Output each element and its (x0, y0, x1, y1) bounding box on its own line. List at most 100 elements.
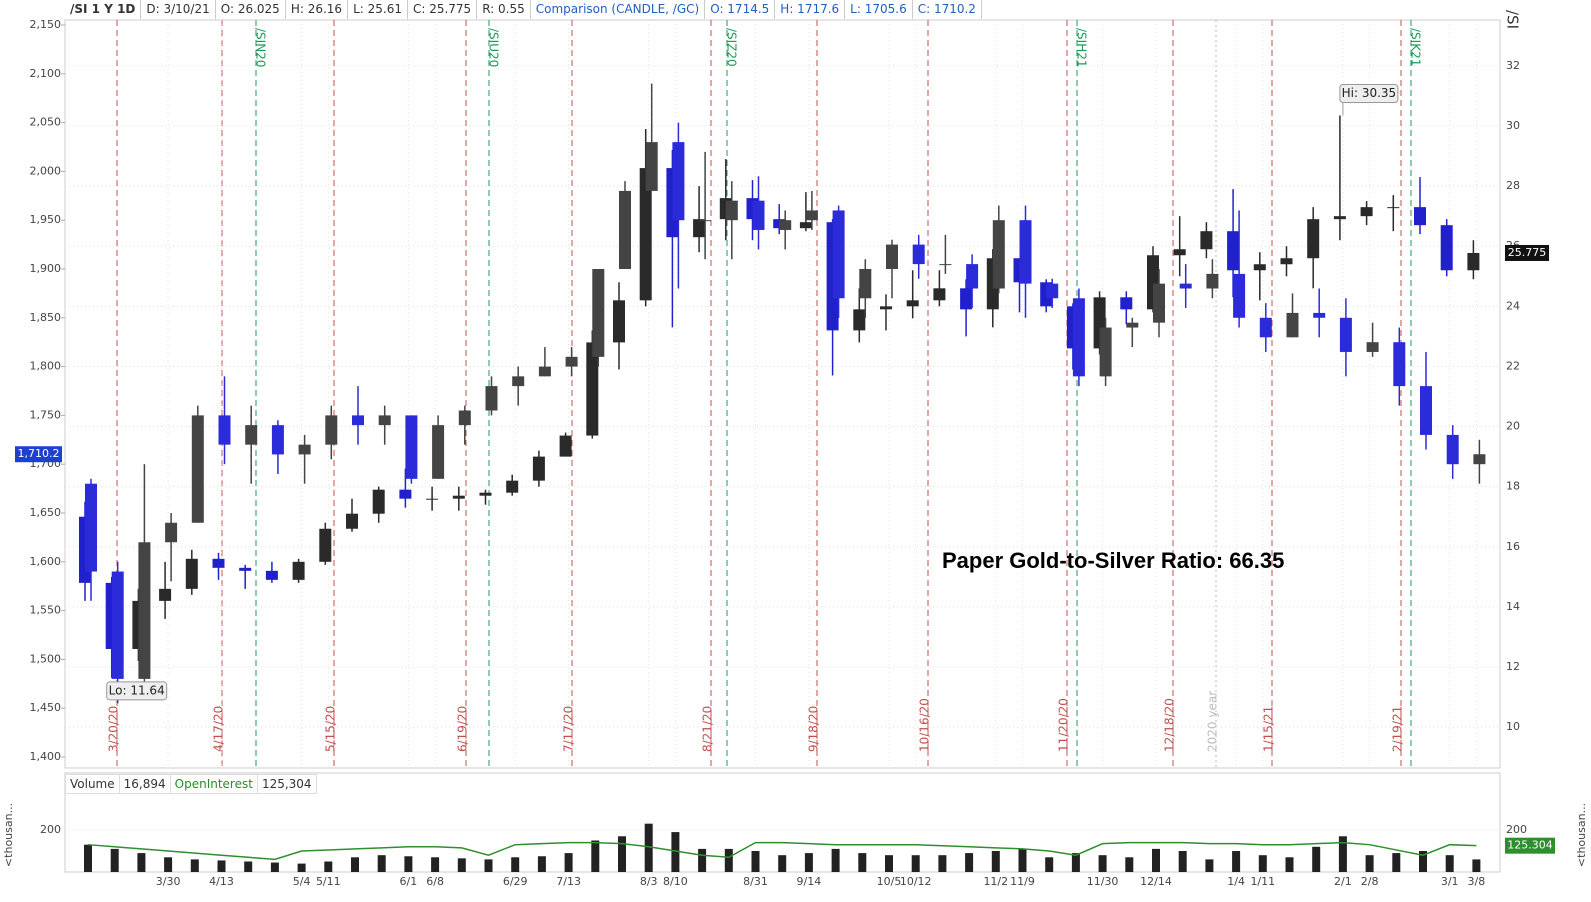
y-tick-label: 1,800 (30, 360, 62, 373)
y2-tick-label: 20 (1506, 420, 1520, 433)
marker-label: /SIH21 (1075, 28, 1089, 68)
candle-body (906, 300, 919, 307)
x-tick-label: 2/8 (1361, 875, 1379, 888)
candle-body (1206, 273, 1219, 289)
x-tick-label: 6/29 (503, 875, 528, 888)
volume-bar (1312, 846, 1321, 872)
y2-tick-label: 12 (1506, 660, 1520, 673)
y-tick-label: 1,650 (30, 506, 62, 519)
candle-body (159, 588, 172, 601)
x-tick-label: 11/9 (1010, 875, 1035, 888)
candle-body (832, 210, 845, 299)
volume-bar (591, 840, 600, 872)
volume-bar (404, 856, 413, 872)
candle-body (1072, 298, 1085, 377)
x-tick-label: 8/3 (640, 875, 658, 888)
grid (61, 20, 1500, 831)
marker-label: 8/21/20 (701, 706, 715, 752)
candle-body (752, 200, 765, 230)
volume-bar (724, 848, 733, 872)
x-tick-label: 1/4 (1227, 875, 1245, 888)
volume-bar (938, 855, 947, 872)
candle-body (645, 142, 658, 191)
volume-bar (244, 861, 253, 872)
x-tick-label: 11/2 (983, 875, 1008, 888)
candle-body (1313, 312, 1326, 318)
candle-body (1153, 283, 1165, 323)
candle-body (859, 268, 872, 299)
marker-label: 1/15/21 (1262, 706, 1276, 752)
volume-bar (1419, 850, 1427, 872)
x-tick-label: 2/1 (1334, 875, 1352, 888)
candle-body (1446, 434, 1459, 465)
y-tick-label: 1,450 (30, 701, 62, 714)
volume-bar (858, 853, 867, 872)
volume-bar (1338, 836, 1347, 872)
candle-body (853, 309, 866, 331)
hi-box (1339, 83, 1399, 103)
x-tick-label: 3/1 (1441, 875, 1459, 888)
candle-body (239, 567, 252, 571)
y-tick-label: 2,050 (30, 116, 62, 129)
candle-body (699, 220, 712, 222)
candle-body (1387, 207, 1400, 209)
marker-label: 12/18/20 (1163, 698, 1177, 752)
marks (79, 83, 1486, 872)
candle-body (512, 376, 525, 387)
candle-body (1200, 231, 1213, 250)
header-item: H: 26.16 (286, 0, 349, 19)
volume-ylabel-right: <thousan... (1575, 803, 1588, 867)
y2-tick-label: 22 (1506, 359, 1520, 372)
oi-name[interactable]: OpenInterest (170, 774, 258, 794)
x-tick-label: 3/8 (1468, 875, 1486, 888)
candle-body (619, 190, 631, 269)
corner-icon[interactable]: /SI (1504, 10, 1522, 29)
candle-body (1420, 386, 1432, 435)
x-tick-label: 5/11 (316, 875, 341, 888)
candle-body (378, 415, 391, 426)
oi-line (87, 841, 1477, 861)
y-tick-label: 1,400 (30, 750, 62, 763)
candle-body (1473, 454, 1486, 465)
y2-tick-label: 10 (1506, 720, 1520, 733)
y2-tick-label: 24 (1506, 299, 1520, 312)
volume-bar (1285, 857, 1294, 872)
candle-body (165, 522, 178, 543)
candle-body (1366, 342, 1379, 352)
y-tick-label: 1,550 (30, 604, 62, 617)
marker-label: 11/20/20 (1057, 698, 1071, 752)
candle-body (779, 220, 792, 230)
x-tick-label: 10/5 (877, 875, 902, 888)
candle-body (1099, 327, 1112, 377)
candle-body (966, 264, 979, 289)
volume-bar (671, 832, 680, 872)
candle-body (1173, 249, 1186, 256)
volume-bar (1018, 848, 1027, 872)
volume-bar (1205, 859, 1214, 872)
volume-bar (351, 857, 359, 872)
marker-label: 3/20/20 (107, 706, 121, 752)
marker-label: 7/17/20 (562, 706, 576, 752)
y-tick-label: 1,750 (30, 408, 62, 421)
candle-body (939, 264, 952, 266)
symbol[interactable]: /SI 1 Y 1D (65, 0, 142, 19)
last-price-tag (15, 446, 62, 463)
labels: 1,4001,4501,5001,5501,6001,6501,7001,750… (15, 18, 1555, 888)
candle-body (960, 288, 973, 310)
candle-body (1046, 283, 1059, 299)
comparison[interactable]: Comparison (CANDLE, /GC) (531, 0, 706, 19)
candle-body (912, 244, 925, 265)
volume-bar (751, 850, 760, 872)
volume-name[interactable]: Volume (65, 774, 120, 794)
plot-frame (64, 19, 1501, 769)
candle-body (458, 410, 471, 426)
volume-bar (644, 823, 653, 872)
volume-bar (484, 859, 493, 872)
candle-body (426, 498, 439, 500)
comparison-item: L: 1705.6 (845, 0, 913, 19)
volume-bar (618, 836, 626, 872)
volume-bar (1392, 853, 1401, 872)
candle-body (1393, 342, 1406, 387)
candle-body (245, 425, 258, 445)
